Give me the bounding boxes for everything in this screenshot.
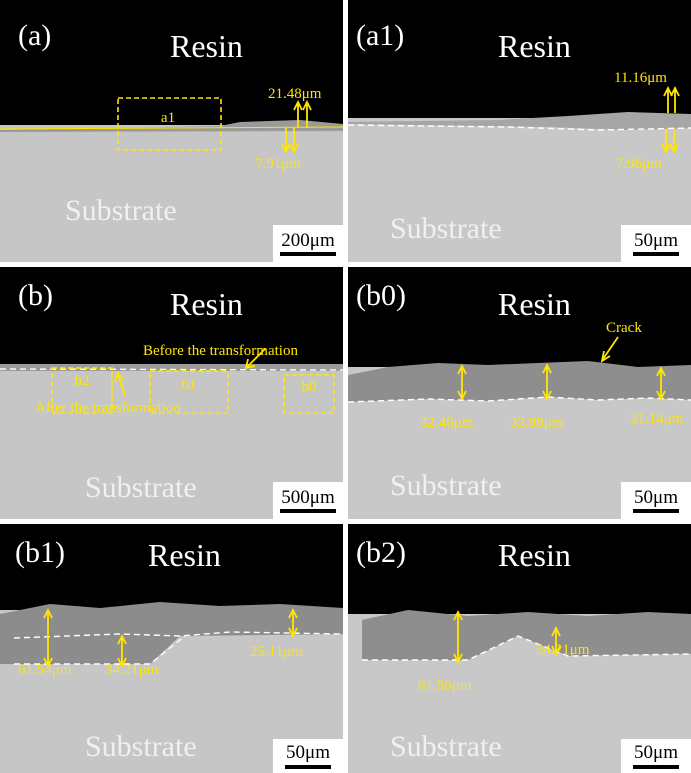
panel-label: (a)	[18, 19, 51, 52]
panel-label: (b0)	[356, 279, 406, 312]
scale-label: 50μm	[634, 742, 678, 763]
scale-label: 500μm	[281, 487, 335, 508]
panel-label: (b2)	[356, 536, 406, 569]
thickness-label: 61.56μm	[418, 678, 472, 694]
thickness-label: 34.21μm	[105, 662, 159, 678]
panel-label: (b)	[18, 279, 53, 312]
scale-bar	[633, 252, 679, 256]
thickness-label: 34.21μm	[536, 642, 590, 658]
substrate-label: Substrate	[390, 212, 502, 245]
substrate-label: Substrate	[85, 471, 197, 504]
panel: (b0) Resin Substrate Crack 32.46μm 33.98…	[348, 267, 691, 519]
resin-label: Resin	[498, 286, 571, 322]
thickness-label: 21.48μm	[268, 86, 322, 102]
panel: (a) Resin Substrate a1 21.48μm 7.91μm 20…	[0, 0, 343, 262]
thickness-label: 31.14μm	[630, 411, 684, 427]
scale-bar	[285, 765, 331, 769]
resin-label: Resin	[148, 537, 221, 573]
figure: (a) Resin Substrate a1 21.48μm 7.91μm 20…	[0, 0, 691, 773]
resin-label: Resin	[498, 537, 571, 573]
scale-bar	[280, 252, 336, 256]
scale-label: 50μm	[286, 742, 330, 763]
substrate-label: Substrate	[85, 730, 197, 763]
thickness-label: 7.91μm	[255, 156, 301, 172]
scale-label: 200μm	[281, 230, 335, 251]
resin-label: Resin	[170, 286, 243, 322]
scale-bar	[633, 509, 679, 513]
panel: (b1) Resin Substrate 61.54μm 34.21μm 25.…	[0, 524, 343, 773]
thickness-label: 61.54μm	[18, 662, 72, 678]
panel: (b) Resin Substrate b2 b1 b0 Before the …	[0, 267, 343, 519]
thickness-label: 7.96μm	[616, 156, 662, 172]
annotation: After the transformation	[35, 400, 181, 416]
scale-bar	[633, 765, 679, 769]
scale-label: 50μm	[634, 487, 678, 508]
panel-label: (a1)	[356, 19, 404, 52]
box-label: b2	[75, 373, 90, 389]
panel: (a1) Resin Substrate 11.16μm 7.96μm 50μm	[348, 0, 691, 262]
panel-label: (b1)	[15, 536, 65, 569]
scale-bar	[280, 509, 336, 513]
box-label: b1	[182, 377, 197, 393]
box-label: b0	[302, 379, 317, 395]
thickness-label: 33.98μm	[510, 415, 564, 431]
thickness-label: 11.16μm	[614, 70, 667, 86]
substrate-label: Substrate	[65, 194, 177, 227]
thickness-label: 32.46μm	[420, 415, 474, 431]
scale-label: 50μm	[634, 230, 678, 251]
box-label: a1	[161, 110, 175, 126]
coating	[348, 361, 691, 402]
resin-label: Resin	[170, 28, 243, 64]
substrate-label: Substrate	[390, 469, 502, 502]
annotation: Crack	[606, 320, 642, 336]
resin-label: Resin	[498, 28, 571, 64]
thickness-label: 25.11μm	[250, 644, 303, 660]
panel: (b2) Resin Substrate 61.56μm 34.21μm 50μ…	[348, 524, 691, 773]
annotation: Before the transformation	[143, 343, 298, 359]
substrate-label: Substrate	[390, 730, 502, 763]
